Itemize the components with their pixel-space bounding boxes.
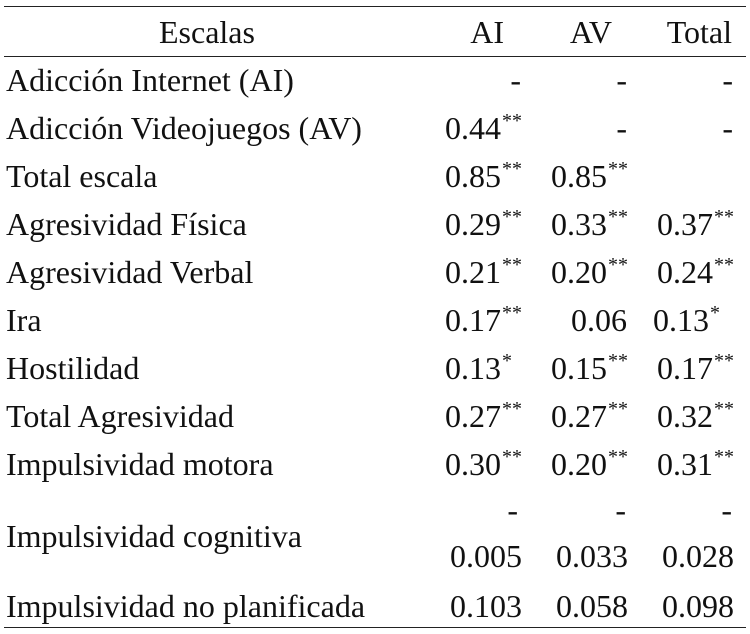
cell-ai: 0.29**: [445, 206, 522, 242]
cell-ai: 0.30**: [445, 446, 522, 482]
cell-ai: 0.44**: [445, 110, 522, 146]
cell-ai: 0.13*: [445, 350, 512, 386]
row-label: Adicción Internet (AI): [6, 62, 294, 98]
cell-av: 0.20**: [551, 446, 628, 482]
header-ai: AI: [470, 14, 504, 50]
cell-av: 0.27**: [551, 398, 628, 434]
table-row: Adicción Videojuegos (AV) 0.44** - -: [0, 104, 750, 152]
row-label: Impulsividad no planificada: [6, 588, 366, 624]
row-label: Agresividad Física: [6, 206, 247, 242]
cell-total-sign: -: [721, 492, 732, 528]
cell-total: [733, 152, 734, 200]
cell-total: -: [722, 62, 733, 98]
cell-ai: 0.21**: [445, 254, 522, 290]
table-row-cognitive: Impulsividad cognitiva - - - 0.005 0.033…: [0, 490, 750, 582]
table-header-row: Escalas AI AV Total: [0, 8, 750, 56]
cell-total: 0.028: [662, 538, 734, 574]
cell-av: -: [616, 110, 627, 146]
cell-ai: 0.27**: [445, 398, 522, 434]
top-rule: [4, 6, 746, 7]
cell-ai: 0.85**: [445, 158, 522, 194]
header-rule: [4, 56, 746, 57]
cell-av: 0.058: [556, 588, 628, 624]
table-row: Impulsividad no planificada 0.103 0.058 …: [0, 582, 750, 630]
table-row: Impulsividad motora 0.30** 0.20** 0.31**: [0, 440, 750, 488]
cell-total: 0.17**: [657, 350, 734, 386]
table-row: Ira 0.17** 0.06 0.13*: [0, 296, 750, 344]
row-label: Adicción Videojuegos (AV): [6, 110, 362, 146]
cell-av: 0.033: [556, 538, 628, 574]
header-av: AV: [569, 14, 612, 50]
cell-av: 0.20**: [551, 254, 628, 290]
cell-total: 0.24**: [657, 254, 734, 290]
cell-av: -: [616, 62, 627, 98]
row-label: Total escala: [6, 158, 158, 194]
bottom-rule: [4, 627, 746, 628]
table-row: Hostilidad 0.13* 0.15** 0.17**: [0, 344, 750, 392]
cell-av: 0.06: [571, 302, 627, 338]
row-label: Total Agresividad: [6, 398, 234, 434]
table-row: Agresividad Verbal 0.21** 0.20** 0.24**: [0, 248, 750, 296]
cell-total: 0.31**: [657, 446, 734, 482]
cell-total: 0.098: [662, 588, 734, 624]
table-row: Total Agresividad 0.27** 0.27** 0.32**: [0, 392, 750, 440]
table-row: Agresividad Física 0.29** 0.33** 0.37**: [0, 200, 750, 248]
cell-ai: 0.103: [450, 588, 522, 624]
table-row: Total escala 0.85** 0.85**: [0, 152, 750, 200]
row-label: Agresividad Verbal: [6, 254, 254, 290]
header-total: Total: [666, 14, 732, 50]
cell-ai: 0.005: [450, 538, 522, 574]
cell-total: -: [722, 110, 733, 146]
cell-ai: 0.17**: [445, 302, 522, 338]
cell-ai-sign: -: [507, 492, 518, 528]
table-row: Adicción Internet (AI) - - -: [0, 56, 750, 104]
cell-ai: -: [510, 62, 521, 98]
row-label: Ira: [6, 302, 42, 338]
cell-total: 0.37**: [657, 206, 734, 242]
cell-av-sign: -: [615, 492, 626, 528]
header-escalas: Escalas: [159, 14, 255, 50]
cell-av: 0.85**: [551, 158, 628, 194]
cell-av: 0.15**: [551, 350, 628, 386]
cell-av: 0.33**: [551, 206, 628, 242]
cell-total: 0.32**: [657, 398, 734, 434]
cell-total: 0.13*: [653, 302, 720, 338]
row-label: Impulsividad motora: [6, 446, 274, 482]
row-label: Hostilidad: [6, 350, 140, 386]
row-label: Impulsividad cognitiva: [6, 518, 302, 554]
